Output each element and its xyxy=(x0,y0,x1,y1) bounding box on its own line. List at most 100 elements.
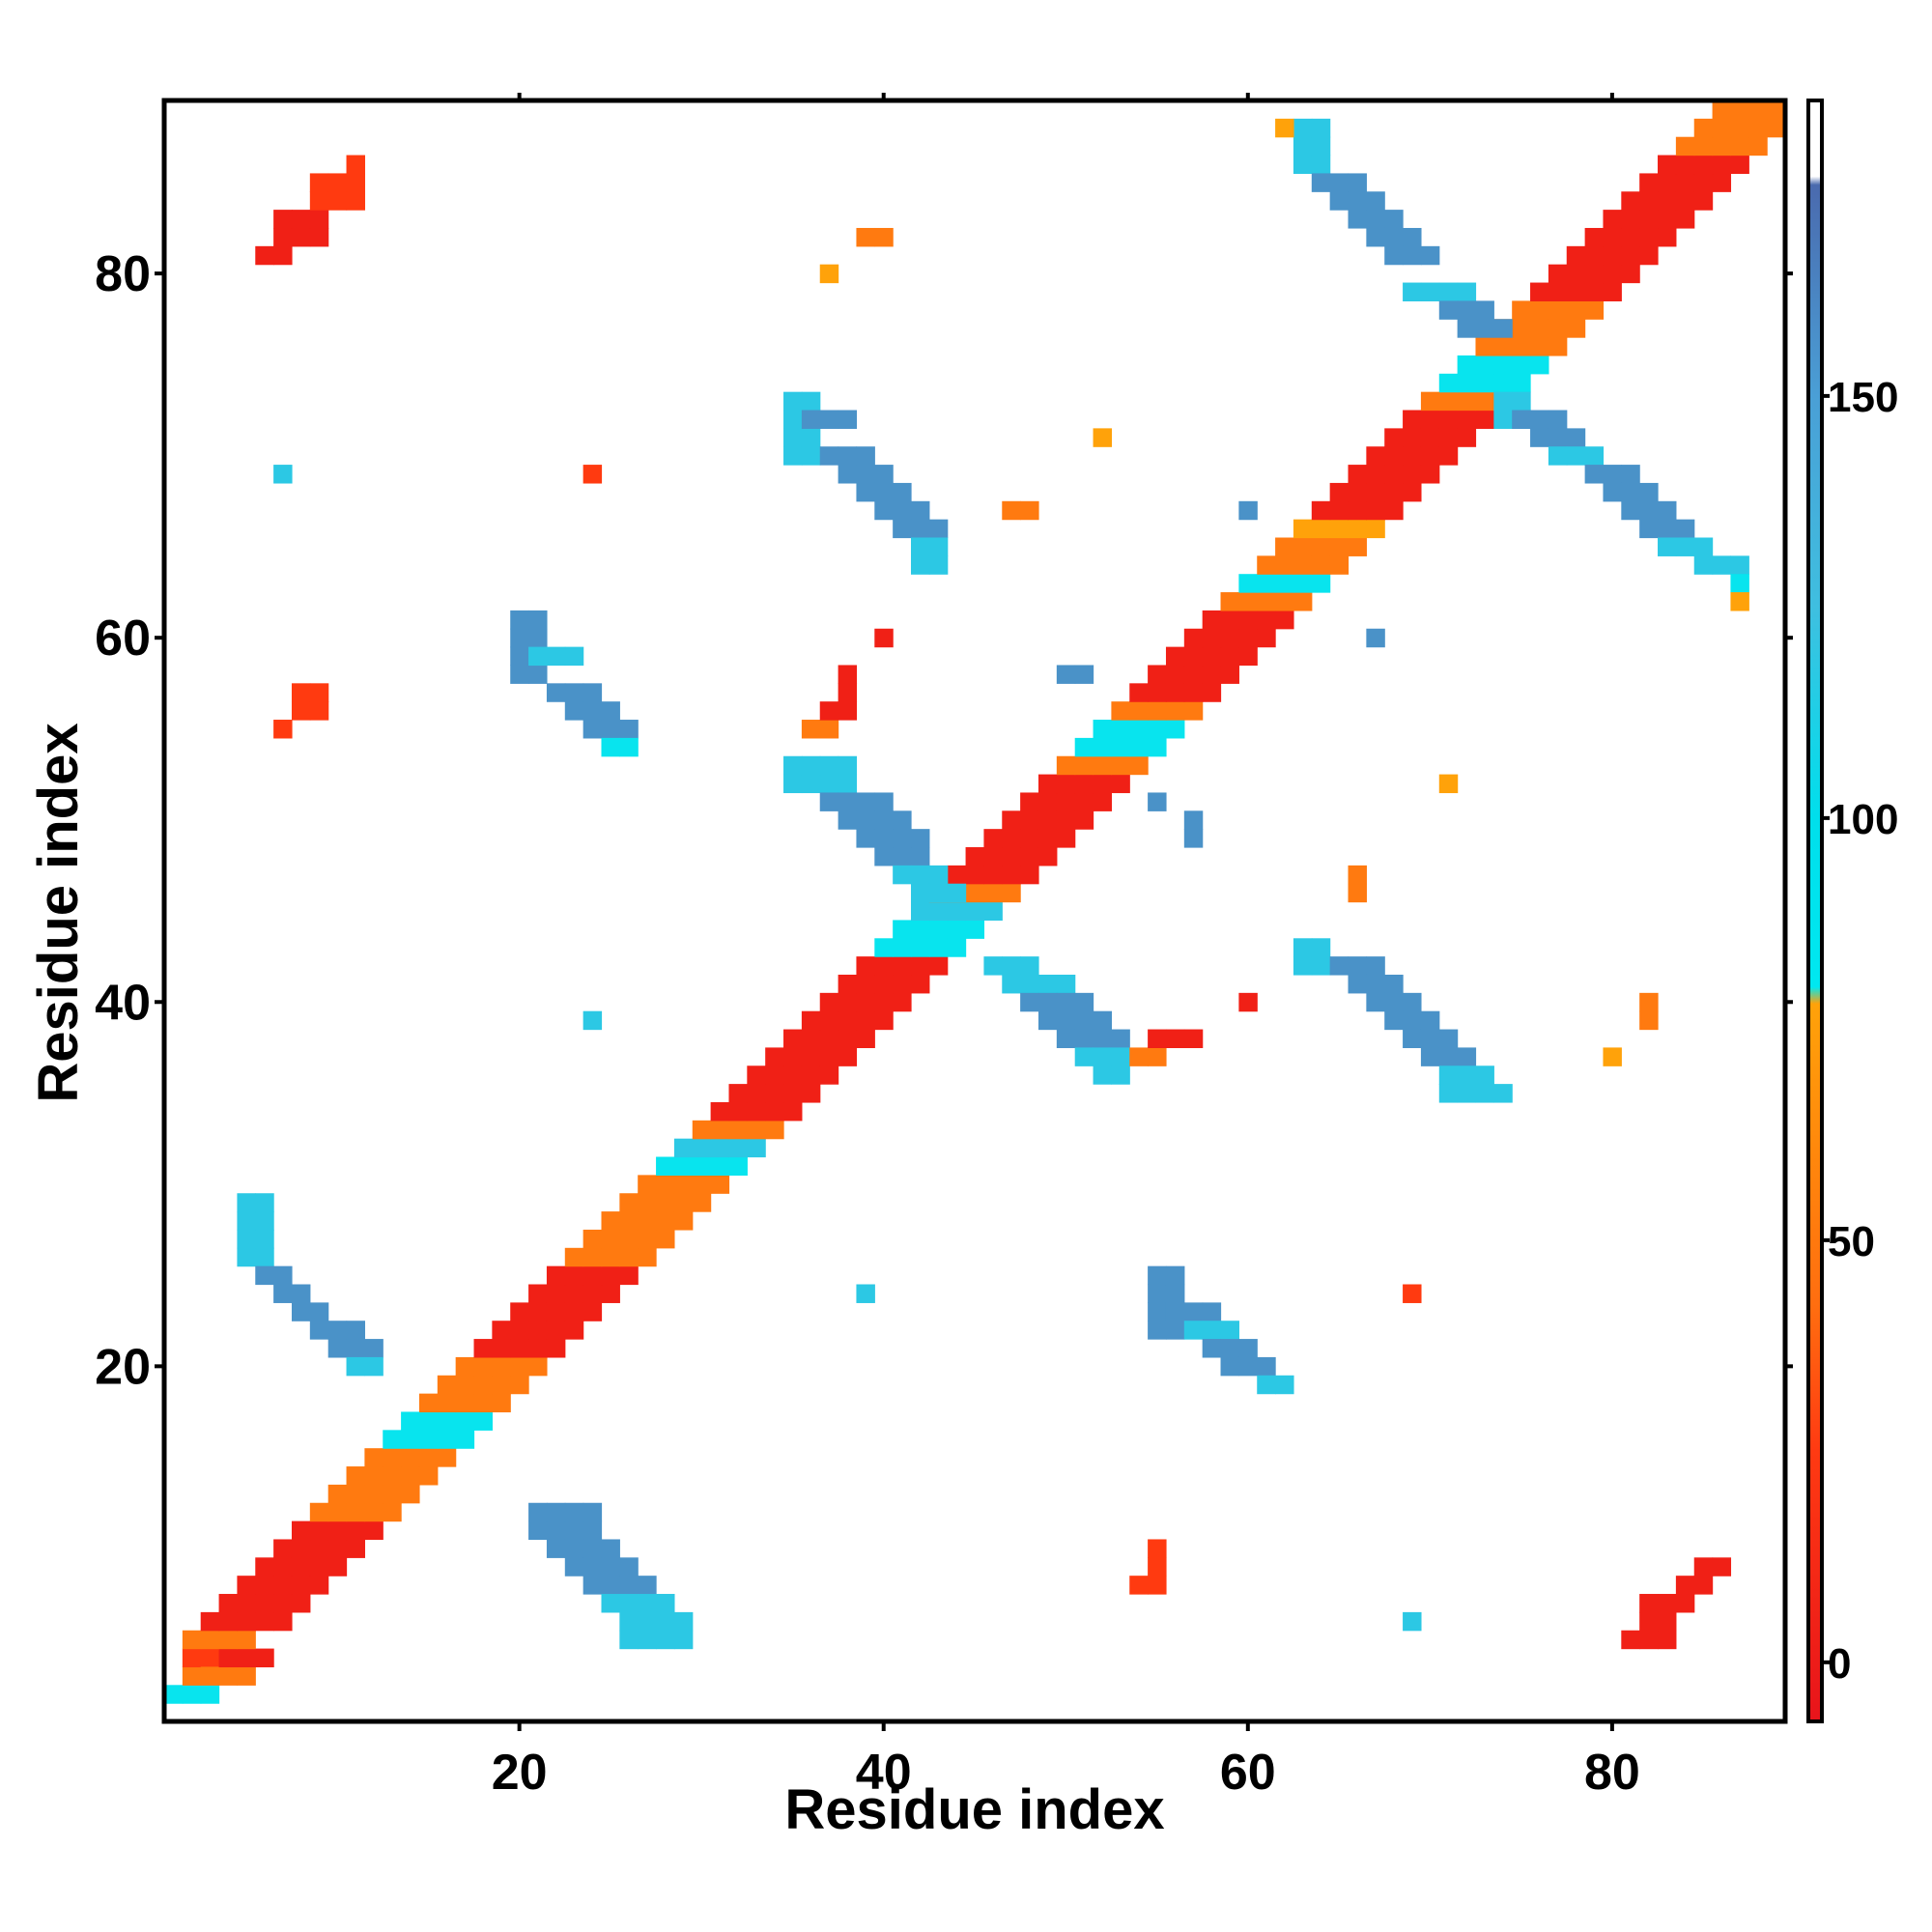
heatmap-cell xyxy=(346,173,365,192)
heatmap-cell xyxy=(728,1101,748,1122)
heatmap-cell xyxy=(765,1047,784,1066)
heatmap-cell xyxy=(327,1539,348,1558)
heatmap-cell xyxy=(1420,391,1440,412)
heatmap-cell xyxy=(1566,446,1586,466)
heatmap-cell xyxy=(619,1611,639,1632)
heatmap-cell xyxy=(1183,1302,1204,1321)
heatmap-cell xyxy=(528,646,548,667)
heatmap-cell xyxy=(656,1594,675,1613)
heatmap-cell xyxy=(510,610,529,630)
heatmap-cell xyxy=(692,1193,712,1212)
heatmap-cell xyxy=(1548,428,1568,447)
x-tick-label: 60 xyxy=(1220,1745,1276,1801)
heatmap-cell xyxy=(1384,446,1404,466)
heatmap-cell xyxy=(473,1411,493,1431)
heatmap-cell xyxy=(492,1375,511,1395)
heatmap-cell xyxy=(673,1630,694,1650)
heatmap-cell xyxy=(1165,1029,1185,1048)
heatmap-cell xyxy=(983,865,1003,885)
heatmap-cell xyxy=(327,1321,348,1340)
heatmap-cell xyxy=(1111,737,1130,757)
heatmap-cell xyxy=(1056,829,1076,848)
heatmap-cell xyxy=(218,1594,239,1613)
heatmap-cell xyxy=(911,901,930,922)
heatmap-cell xyxy=(1566,319,1586,338)
heatmap-cell xyxy=(856,1010,875,1031)
heatmap-cell xyxy=(1074,810,1094,830)
heatmap-cell xyxy=(728,1084,748,1103)
heatmap-cell xyxy=(1457,1084,1477,1103)
heatmap-cell xyxy=(1293,592,1313,611)
heatmap-cell xyxy=(327,1557,348,1577)
heatmap-cell xyxy=(801,1010,821,1031)
heatmap-cell xyxy=(874,227,894,247)
heatmap-cell xyxy=(455,1393,475,1413)
heatmap-cell xyxy=(710,1120,730,1140)
heatmap-cell xyxy=(838,755,858,776)
heatmap-cell xyxy=(582,1010,603,1031)
heatmap-cell xyxy=(1403,245,1422,266)
heatmap-cell xyxy=(911,920,930,939)
heatmap-cell xyxy=(1148,1047,1167,1066)
heatmap-cell xyxy=(546,1265,566,1286)
heatmap-cell xyxy=(1056,992,1076,1012)
heatmap-cell xyxy=(1311,136,1331,156)
heatmap-cell xyxy=(1148,1265,1167,1286)
heatmap-cell xyxy=(1621,1630,1640,1650)
y-tick-label: 80 xyxy=(95,246,151,302)
colorbar-tick-label: 150 xyxy=(1828,374,1898,421)
heatmap-cell xyxy=(1148,701,1167,721)
heatmap-cell xyxy=(1111,755,1130,776)
heatmap-cell xyxy=(1093,1029,1112,1048)
heatmap-cell xyxy=(1093,755,1112,776)
heatmap-cell xyxy=(455,1430,475,1449)
heatmap-cell xyxy=(1202,1302,1222,1321)
heatmap-cell xyxy=(309,1502,329,1522)
heatmap-cell xyxy=(765,1101,784,1122)
heatmap-cell xyxy=(1438,446,1459,466)
heatmap-cell xyxy=(473,1393,493,1413)
heatmap-cell xyxy=(346,1484,365,1504)
heatmap-cell xyxy=(1348,865,1367,885)
heatmap-cell xyxy=(327,173,348,192)
heatmap-cell xyxy=(510,1302,529,1321)
heatmap-cell xyxy=(1311,956,1331,976)
heatmap-cell xyxy=(692,1175,712,1194)
heatmap-cell xyxy=(601,1265,620,1286)
colorbar-gradient xyxy=(1808,100,1822,1721)
heatmap-cell xyxy=(291,1539,311,1558)
heatmap-cell xyxy=(346,1539,365,1558)
heatmap-cell xyxy=(638,1630,657,1650)
heatmap-cell xyxy=(1548,410,1568,429)
heatmap-cell xyxy=(1621,191,1640,211)
heatmap-cell xyxy=(1639,992,1659,1012)
heatmap-cell xyxy=(1420,1047,1440,1066)
heatmap-cell xyxy=(364,1520,384,1541)
heatmap-cell xyxy=(856,482,875,502)
heatmap-cell xyxy=(492,1339,511,1358)
heatmap-cell xyxy=(1238,628,1258,648)
heatmap-cell xyxy=(1675,519,1695,539)
heatmap-cell xyxy=(1420,1029,1440,1048)
heatmap-cell xyxy=(893,865,912,885)
heatmap-cell xyxy=(473,1339,493,1358)
heatmap-cell xyxy=(1329,482,1350,502)
heatmap-cell xyxy=(1366,974,1385,994)
heatmap-cell xyxy=(1530,300,1549,320)
heatmap-cell xyxy=(582,1229,603,1249)
heatmap-cell xyxy=(1148,792,1167,811)
heatmap-cell xyxy=(492,1321,511,1340)
heatmap-cell xyxy=(765,1120,784,1140)
heatmap-cell xyxy=(1384,245,1404,266)
heatmap-cell xyxy=(1293,519,1313,539)
heatmap-cell xyxy=(673,1156,694,1176)
heatmap-cell xyxy=(1493,355,1513,375)
heatmap-cell xyxy=(1621,227,1640,247)
heatmap-cell xyxy=(1457,428,1477,447)
heatmap-cell xyxy=(1530,410,1549,429)
heatmap-cell xyxy=(1475,1065,1494,1085)
heatmap-cell xyxy=(1183,628,1204,648)
heatmap-cell xyxy=(710,1138,730,1158)
heatmap-cell xyxy=(1639,519,1659,539)
heatmap-cell xyxy=(838,665,858,684)
